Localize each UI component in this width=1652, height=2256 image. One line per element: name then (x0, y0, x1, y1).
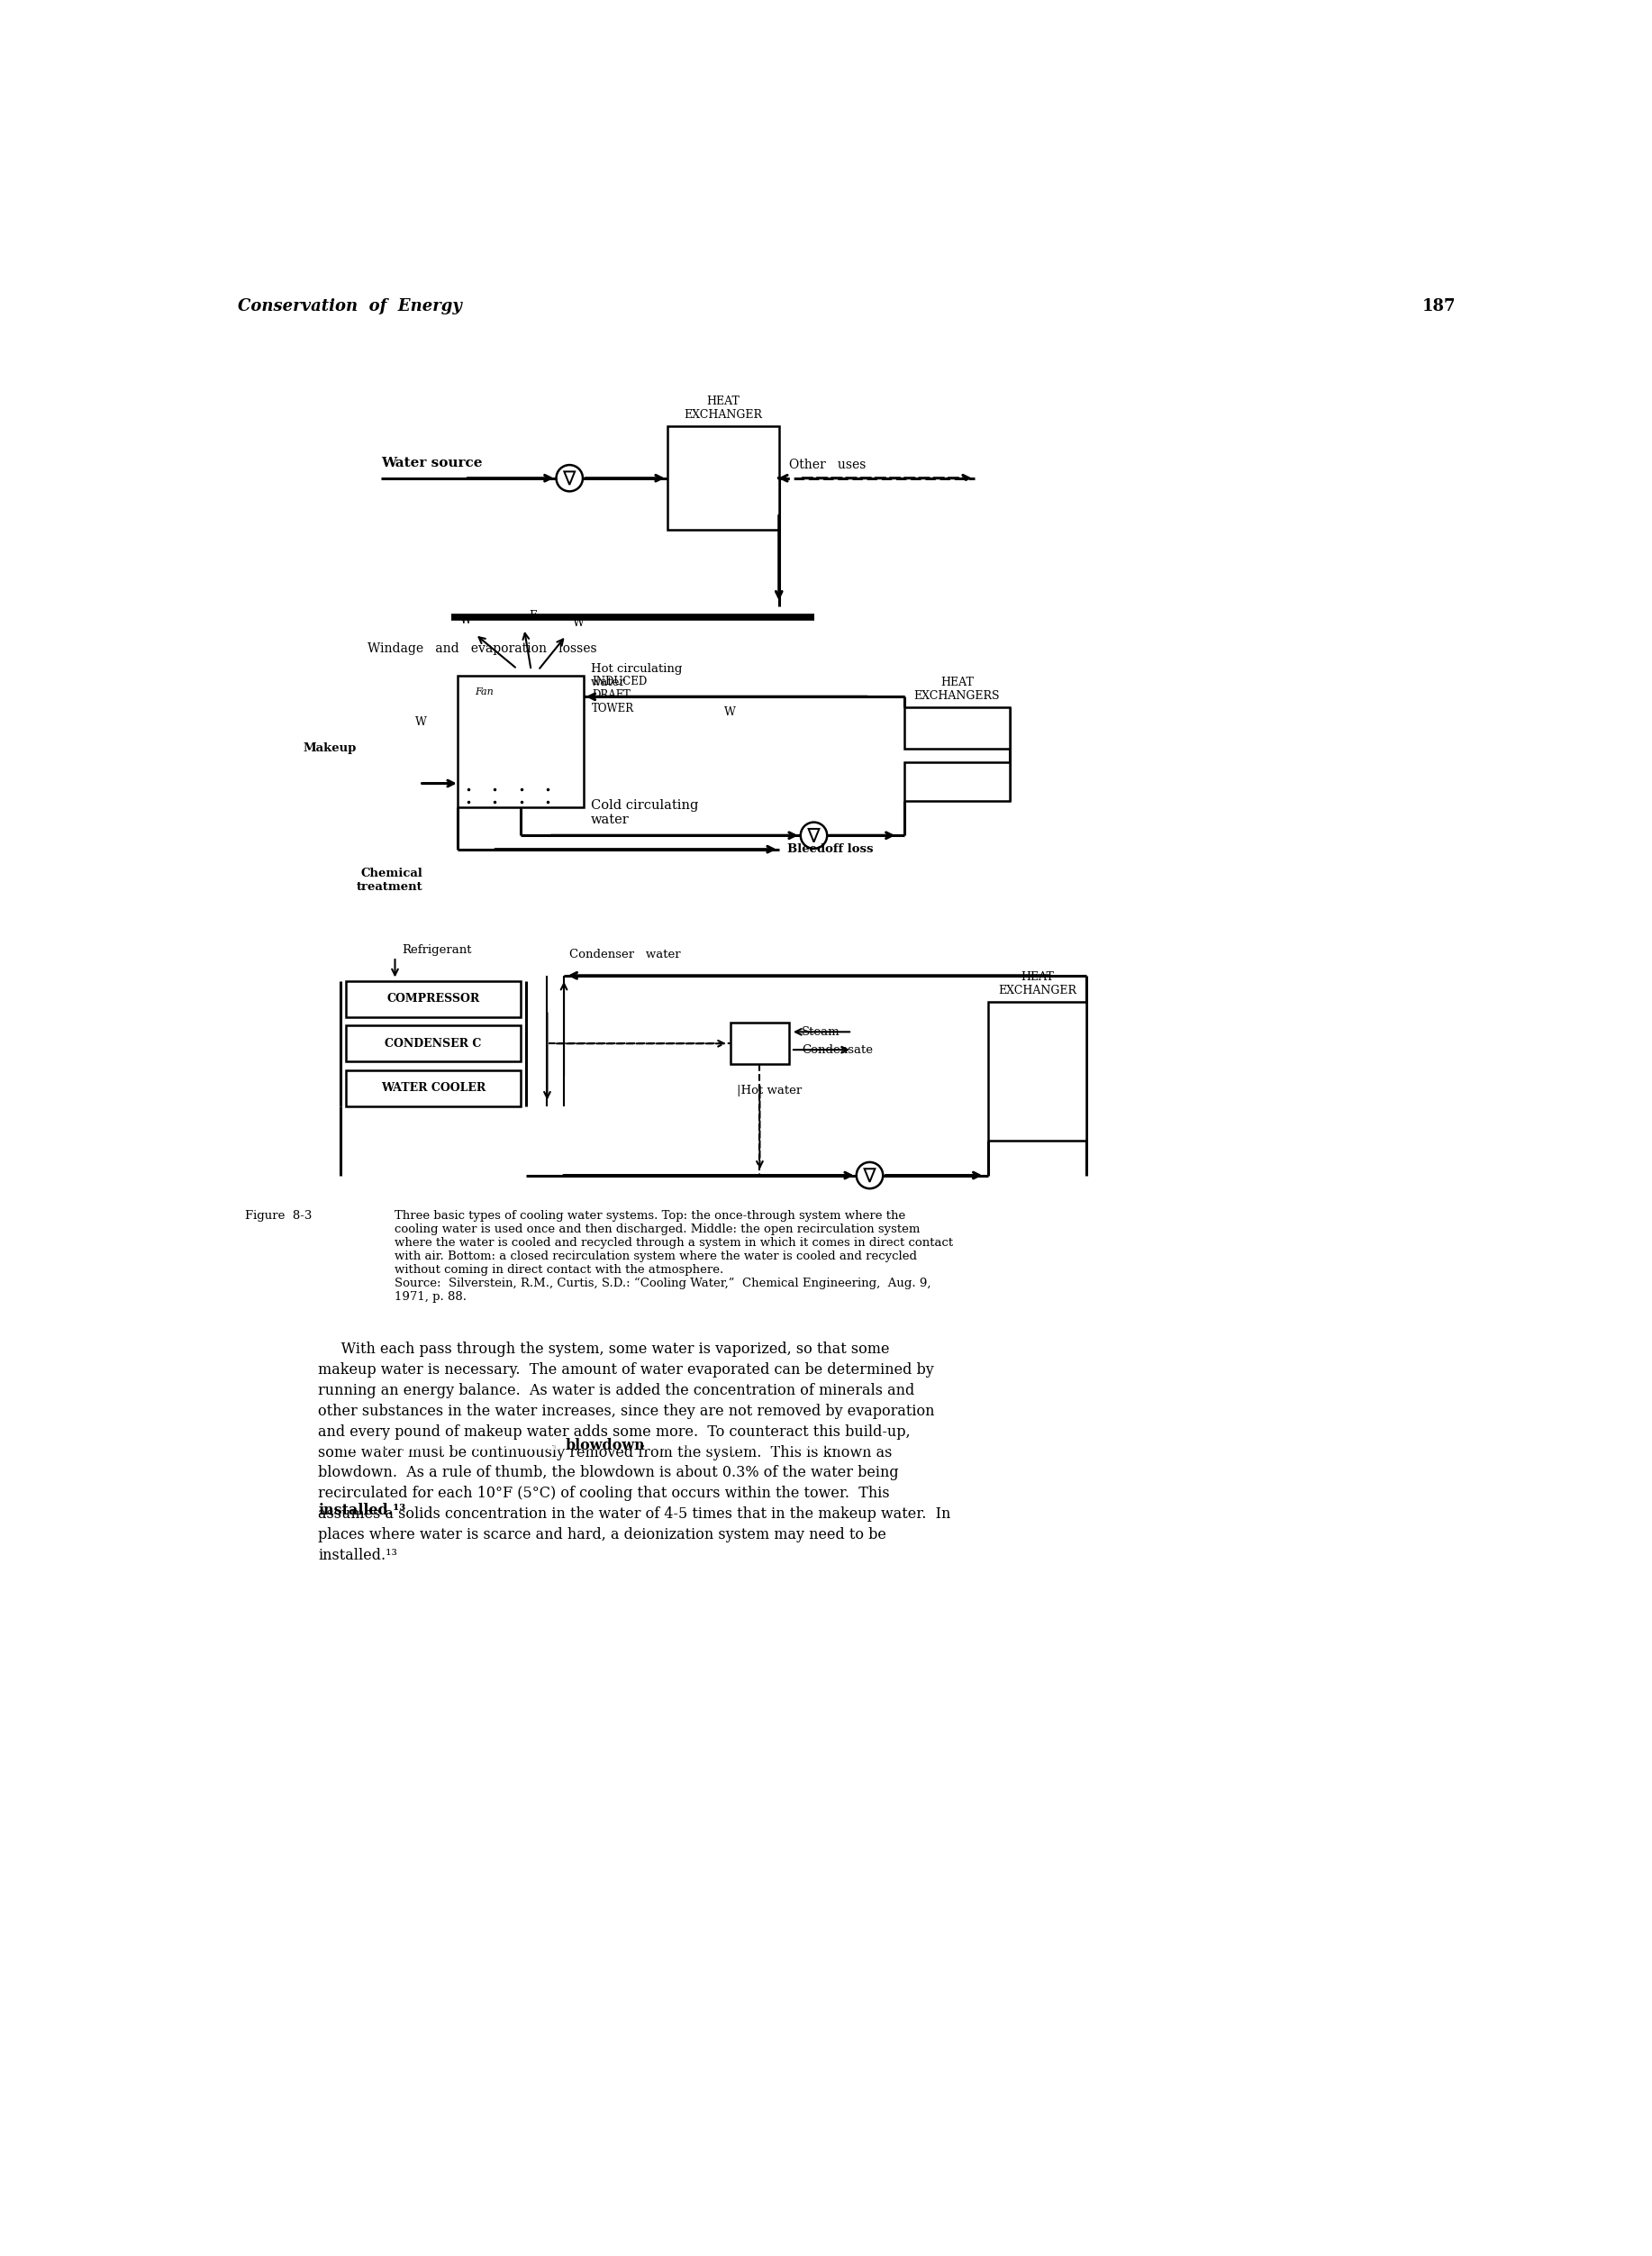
Text: WATER COOLER: WATER COOLER (382, 1083, 486, 1094)
Text: E: E (529, 609, 537, 623)
Text: installed.¹³: installed.¹³ (319, 1502, 406, 1518)
Text: W: W (415, 715, 426, 729)
Text: 187: 187 (1422, 298, 1455, 314)
Text: |Hot water: |Hot water (737, 1085, 803, 1096)
Bar (730, 1022, 790, 1065)
Bar (988, 1002, 1085, 1142)
Bar (347, 1026, 520, 1063)
Text: With each pass through the system, some water is vaporized, so that some
makeup : With each pass through the system, some … (319, 1342, 952, 1563)
Text: W: W (461, 614, 472, 625)
Text: Three basic types of cooling water systems. Top: the once-through system where t: Three basic types of cooling water syste… (395, 1209, 953, 1304)
Text: HEAT
EXCHANGER: HEAT EXCHANGER (998, 970, 1077, 997)
Bar (667, 426, 780, 530)
Text: Steam: Steam (801, 1026, 841, 1038)
Text: blowdown: blowdown (565, 1439, 646, 1453)
Text: Fan: Fan (476, 688, 494, 697)
Text: Chemical
treatment: Chemical treatment (357, 869, 423, 893)
Text: Other   uses: Other uses (790, 458, 866, 472)
Text: Refrigerant: Refrigerant (401, 943, 472, 957)
Text: W: W (724, 706, 735, 717)
Text: INDUCED
DRAFT
TOWER: INDUCED DRAFT TOWER (591, 677, 648, 715)
Bar (458, 677, 583, 808)
Text: Windage   and   evaporation   losses: Windage and evaporation losses (367, 643, 596, 654)
Bar (347, 1069, 520, 1105)
Text: Water source: Water source (382, 458, 482, 469)
Text: HEAT
EXCHANGER: HEAT EXCHANGER (684, 395, 762, 420)
Bar (905, 706, 1009, 749)
Bar (347, 981, 520, 1017)
Text: Figure  8-3: Figure 8-3 (244, 1209, 312, 1223)
Text: Condensate: Condensate (801, 1045, 874, 1056)
Text: W: W (573, 616, 585, 629)
Text: Cold circulating
water: Cold circulating water (590, 799, 699, 826)
Text: HEAT
EXCHANGERS: HEAT EXCHANGERS (914, 677, 999, 702)
Text: CONDENSER C: CONDENSER C (385, 1038, 482, 1049)
Text: Makeup: Makeup (302, 742, 357, 754)
Text: Bleedoff loss: Bleedoff loss (788, 844, 874, 855)
Text: blowdown.  As a rule of thumb, the ​blowdown​ is about 0.3% of the water being: blowdown. As a rule of thumb, the ​blowd… (319, 1439, 922, 1453)
Text: Conservation  of  Energy: Conservation of Energy (238, 298, 463, 314)
Text: COMPRESSOR: COMPRESSOR (387, 993, 479, 1004)
Text: Condenser   water: Condenser water (570, 950, 681, 961)
Text: Hot circulating
water: Hot circulating water (590, 663, 682, 688)
Bar (905, 763, 1009, 801)
